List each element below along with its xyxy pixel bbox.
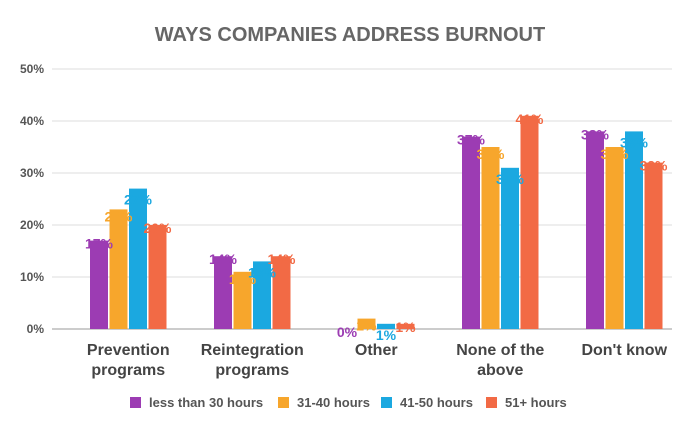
legend-swatch (278, 397, 289, 408)
legend-label: 31-40 hours (297, 395, 370, 410)
legend-label: less than 30 hours (149, 395, 263, 410)
y-tick-label: 30% (20, 166, 44, 180)
legend-swatch (486, 397, 497, 408)
y-tick-label: 20% (20, 218, 44, 232)
data-label: 14% (209, 251, 238, 267)
data-label: 27% (124, 192, 153, 208)
y-tick-label: 50% (20, 62, 44, 76)
data-label: 11% (229, 271, 257, 287)
bar (109, 209, 128, 329)
bar (625, 131, 643, 329)
data-label: 1% (395, 319, 416, 335)
data-label: 35% (600, 146, 629, 162)
data-label: 23% (104, 208, 133, 224)
x-tick-label: Don't know (581, 342, 667, 359)
x-tick-label: Reintegration (201, 342, 304, 359)
data-label: 32% (639, 158, 668, 174)
bar (253, 261, 271, 329)
bar (396, 323, 415, 329)
legend-swatch (130, 397, 141, 408)
data-labels: 17% 14% 0% 37% 38% 23% 11% 2% 35% 35% 27% 13% 1% 31% 3… (85, 111, 668, 343)
data-label: 20% (143, 220, 172, 236)
x-tick-label: programs (215, 362, 289, 379)
bar (90, 240, 108, 329)
x-tick-label: Prevention (87, 342, 170, 359)
data-label: 14% (267, 251, 296, 267)
bars (90, 115, 663, 329)
legend: less than 30 hours 31-40 hours 41-50 hours… (130, 395, 567, 410)
data-label: 13% (248, 264, 277, 280)
legend-label: 51+ hours (505, 395, 567, 410)
bar (644, 162, 663, 329)
x-tick-label: above (477, 362, 523, 379)
chart-title: WAYS COMPANIES ADDRESS BURNOUT (155, 24, 545, 46)
bar (357, 318, 376, 329)
x-tick-label: None of the (456, 342, 544, 359)
legend-swatch (381, 397, 392, 408)
x-tick-label: Other (355, 342, 398, 359)
data-label: 31% (496, 171, 525, 187)
bar (501, 167, 519, 329)
bar (586, 131, 604, 329)
legend-label: 41-50 hours (400, 395, 473, 410)
data-label: 38% (581, 126, 610, 142)
data-label: 1% (376, 327, 397, 343)
bar (520, 115, 539, 329)
data-label: 37% (457, 132, 486, 148)
data-label: 41% (515, 111, 544, 127)
data-label: 0% (337, 324, 358, 340)
y-tick-label: 40% (20, 114, 44, 128)
data-label: 38% (620, 134, 649, 150)
bar (481, 147, 500, 329)
bar (377, 323, 395, 329)
x-tick-label: programs (91, 362, 165, 379)
y-axis-ticks: 0% 10% 20% 30% 40% 50% (20, 62, 44, 336)
data-label: 2% (356, 318, 377, 334)
bar (272, 256, 291, 329)
y-tick-label: 0% (27, 322, 45, 336)
bar (214, 256, 232, 329)
bar (148, 225, 167, 329)
bar (605, 147, 624, 329)
bar (129, 188, 147, 329)
y-tick-label: 10% (20, 270, 44, 284)
data-label: 35% (476, 146, 505, 162)
data-label: 17% (85, 236, 114, 252)
x-axis-ticks: Prevention programs Reintegration programs O… (87, 342, 668, 379)
bar (233, 271, 252, 329)
bar (462, 136, 480, 329)
